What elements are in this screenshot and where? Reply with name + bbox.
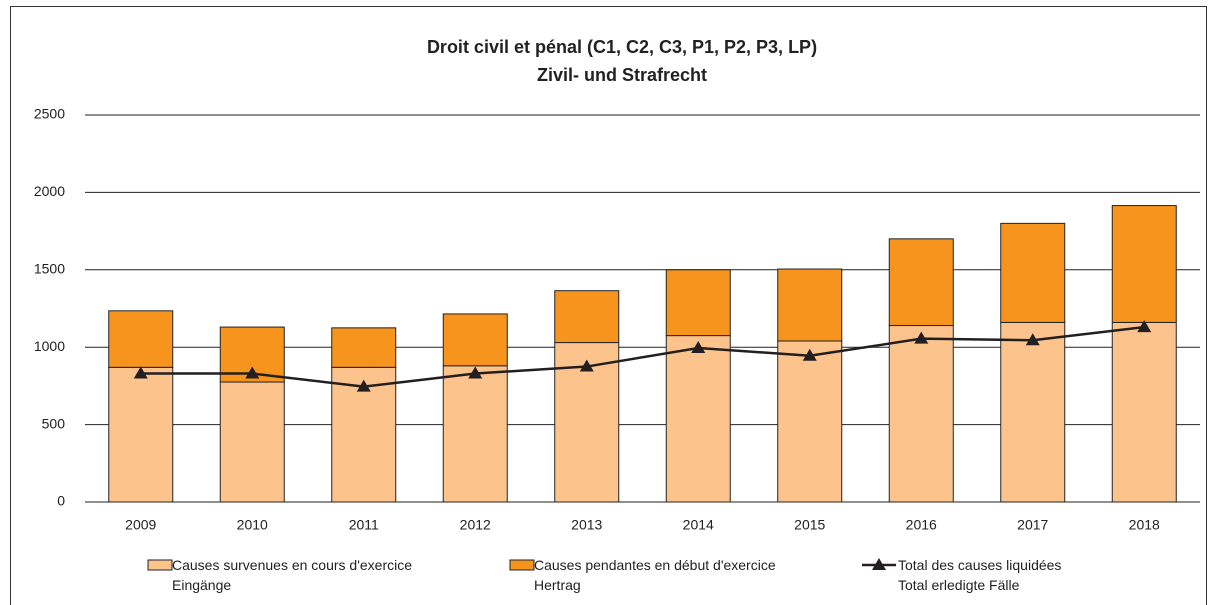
bar bbox=[442, 313, 508, 367]
x-tick-label: 2015 bbox=[794, 517, 825, 533]
bar bbox=[777, 268, 843, 342]
legend-swatch bbox=[147, 559, 173, 571]
marker bbox=[1025, 333, 1040, 346]
y-tick-label: 500 bbox=[42, 415, 66, 431]
chart-title: Droit civil et pénal (C1, C2, C3, P1, P2… bbox=[427, 37, 817, 57]
marker bbox=[691, 340, 706, 353]
bar bbox=[888, 325, 954, 503]
bar bbox=[665, 269, 731, 337]
bar bbox=[1000, 321, 1066, 503]
chart-border bbox=[10, 6, 1207, 605]
x-tick-label: 2011 bbox=[349, 517, 379, 533]
bar bbox=[331, 327, 397, 368]
marker bbox=[802, 348, 817, 361]
bar bbox=[1111, 205, 1177, 323]
x-tick-label: 2014 bbox=[683, 517, 714, 533]
marker bbox=[914, 331, 929, 344]
line bbox=[140, 325, 1145, 388]
legend-label: Total des causes liquidées Total erledig… bbox=[898, 557, 1062, 593]
x-tick-label: 2016 bbox=[906, 517, 937, 533]
bar bbox=[442, 365, 508, 503]
marker bbox=[579, 359, 594, 372]
x-tick-label: 2017 bbox=[1017, 517, 1048, 533]
bar bbox=[1111, 321, 1177, 503]
marker bbox=[1137, 320, 1152, 333]
x-tick-label: 2009 bbox=[125, 517, 156, 533]
marker bbox=[133, 366, 148, 379]
marker bbox=[245, 366, 260, 379]
legend-swatch bbox=[509, 559, 535, 571]
bar bbox=[665, 335, 731, 503]
x-tick-label: 2010 bbox=[237, 517, 268, 533]
chart-subtitle: Zivil- und Strafrecht bbox=[537, 65, 707, 85]
bar bbox=[554, 290, 620, 344]
y-tick-label: 1500 bbox=[34, 261, 65, 277]
bar bbox=[777, 340, 843, 503]
marker bbox=[468, 366, 483, 379]
legend-label: Causes survenues en cours d'exercice Ein… bbox=[172, 557, 413, 593]
bar bbox=[108, 310, 174, 368]
y-tick-label: 0 bbox=[57, 493, 65, 509]
bar bbox=[108, 366, 174, 503]
x-tick-label: 2018 bbox=[1129, 517, 1160, 533]
y-tick-label: 2500 bbox=[34, 106, 65, 122]
bar bbox=[1000, 222, 1066, 323]
bar bbox=[219, 381, 285, 503]
bar bbox=[888, 238, 954, 327]
marker bbox=[356, 379, 371, 392]
y-tick-label: 2000 bbox=[34, 183, 65, 199]
x-tick-label: 2012 bbox=[460, 517, 491, 533]
legend-label: Causes pendantes en début d'exercice Her… bbox=[534, 557, 776, 593]
x-tick-label: 2013 bbox=[571, 517, 602, 533]
y-tick-label: 1000 bbox=[34, 338, 65, 354]
legend-marker bbox=[872, 558, 886, 570]
